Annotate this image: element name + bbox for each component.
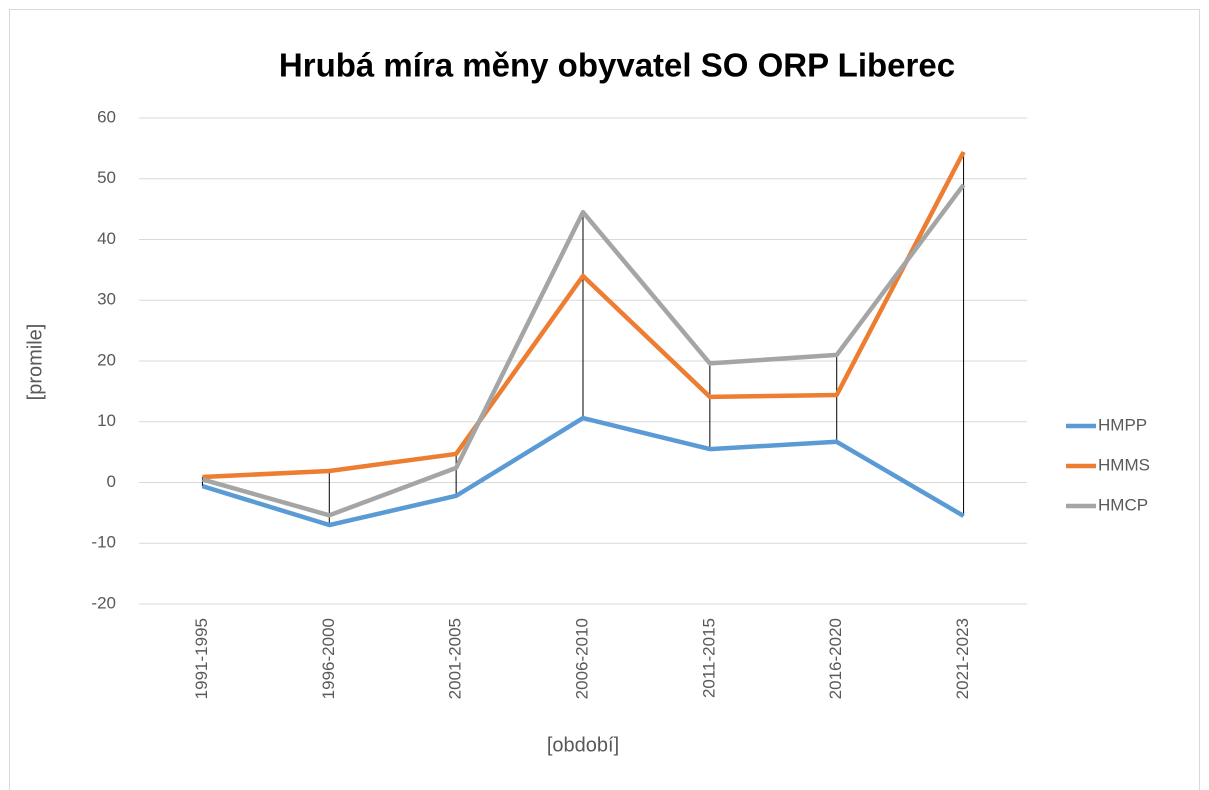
x-tick-label: 2021-2023: [953, 618, 972, 699]
y-tick-label: 20: [97, 350, 116, 369]
x-tick-label: 1996-2000: [319, 618, 338, 699]
series-line: [201, 183, 966, 518]
x-tick-label: 2006-2010: [572, 618, 591, 699]
x-tick-label: 1991-1995: [192, 618, 211, 699]
y-tick-label: 40: [97, 229, 116, 248]
legend-label: HMPP: [1098, 415, 1147, 434]
legend-label: HMCP: [1098, 495, 1148, 514]
y-tick-label: -10: [91, 533, 116, 552]
series-line: [201, 415, 965, 528]
y-axis-title: [promile]: [24, 324, 46, 401]
chart-title: Hrubá míra měny obyvatel SO ORP Liberec: [279, 47, 955, 84]
y-tick-label: -20: [91, 593, 116, 612]
x-tick-label: 2011-2015: [699, 618, 718, 698]
y-tick-label: 10: [97, 411, 116, 430]
series-line: [202, 150, 966, 480]
legend-label: HMMS: [1098, 455, 1150, 474]
y-tick-label: 0: [107, 472, 116, 491]
y-tick-label: 60: [97, 107, 116, 126]
x-tick-label: 2001-2005: [446, 618, 465, 699]
y-tick-label: 50: [97, 168, 116, 187]
y-tick-label: 30: [97, 290, 116, 309]
chart-frame: [9, 9, 1200, 790]
x-axis-title: [období]: [547, 734, 619, 756]
x-tick-label: 2016-2020: [826, 618, 845, 699]
